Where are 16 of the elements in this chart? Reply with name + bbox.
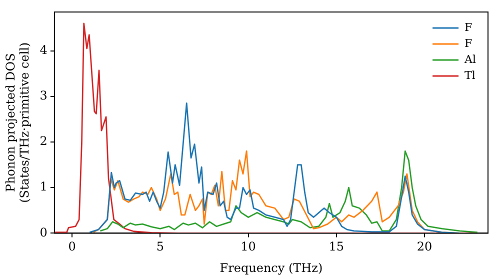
x-tick-label: 20 [416, 240, 432, 254]
legend-label: F [464, 20, 473, 34]
x-tick-label: 15 [328, 240, 344, 254]
x-axis-title: Frequency (THz) [220, 260, 323, 275]
x-tick-label: 0 [68, 240, 76, 254]
x-tick-label: 5 [156, 240, 164, 254]
x-tick-label: 10 [240, 240, 256, 254]
legend-label: F [464, 36, 473, 50]
y-axis-title: Phonon projected DOS (States/THz·primitive cell) [3, 42, 32, 203]
y-tick-label: 4 [40, 42, 48, 57]
y-tick-label: 2 [40, 134, 48, 148]
y-tick-label: 3 [40, 88, 48, 102]
y-tick-label: 0 [40, 225, 48, 240]
legend-label: Al [464, 52, 476, 66]
legend-label: Tl [464, 68, 476, 82]
y-tick-label: 1 [40, 180, 48, 194]
